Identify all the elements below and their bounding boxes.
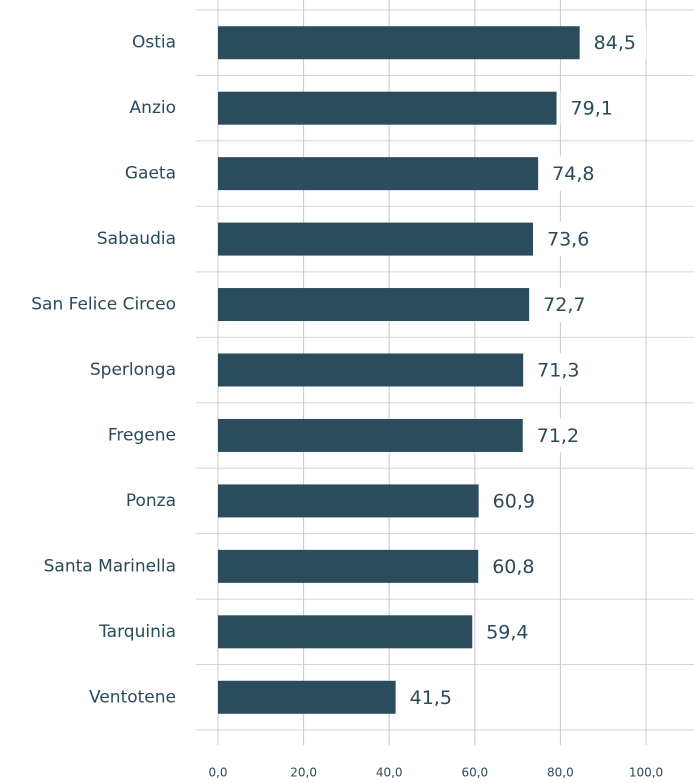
bar [218,549,479,583]
x-tick-label: 40,0 [376,766,403,780]
y-tick-label: Ostia [132,33,176,53]
x-tick-label: 20,0 [290,766,317,780]
value-label: 41,5 [410,687,452,709]
y-tick-label: Sabaudia [97,229,176,249]
value-label: 59,4 [486,621,528,643]
y-tick-label: Gaeta [125,164,176,184]
value-label: 60,9 [493,490,535,512]
y-tick-label: Santa Marinella [44,556,176,576]
bar [218,26,580,60]
value-label-bg [542,156,605,191]
x-tick-label: 80,0 [547,766,574,780]
value-label: 84,5 [594,32,636,54]
value-label: 73,6 [547,229,589,251]
y-tick-label: Anzio [130,98,176,118]
value-label-bg [560,91,623,126]
value-label: 71,3 [537,360,579,382]
value-label-bg [482,549,545,584]
value-label-bg [527,353,590,387]
bar [218,157,539,191]
value-label: 72,7 [543,294,585,316]
value-label: 60,8 [492,556,534,578]
value-label-bg [476,614,539,649]
value-label: 74,8 [552,163,594,185]
value-label-bg [526,418,590,453]
bar [218,222,534,256]
y-tick-label: Fregene [108,425,176,445]
y-tick-label: Tarquinia [98,622,176,642]
value-label-bg [399,680,462,715]
x-tick-label: 60,0 [461,766,488,780]
x-tick-label: 0,0 [208,766,227,780]
bar [218,680,396,714]
bar [218,353,524,387]
bar [218,418,523,452]
bar [218,288,530,322]
y-tick-label: Ventotene [89,687,176,707]
bar [218,615,473,649]
bar [218,484,479,518]
y-tick-label: Ponza [126,491,176,511]
value-label-bg [482,483,545,518]
value-label-bg [583,25,646,60]
value-label: 71,2 [537,425,579,447]
value-label-bg [533,287,596,322]
y-tick-label: Sperlonga [90,360,176,380]
x-tick-label: 100,0 [629,766,663,780]
value-label-bg [537,222,600,257]
value-label: 79,1 [571,98,613,120]
y-tick-label: San Felice Circeo [31,295,176,315]
bar [218,91,557,125]
